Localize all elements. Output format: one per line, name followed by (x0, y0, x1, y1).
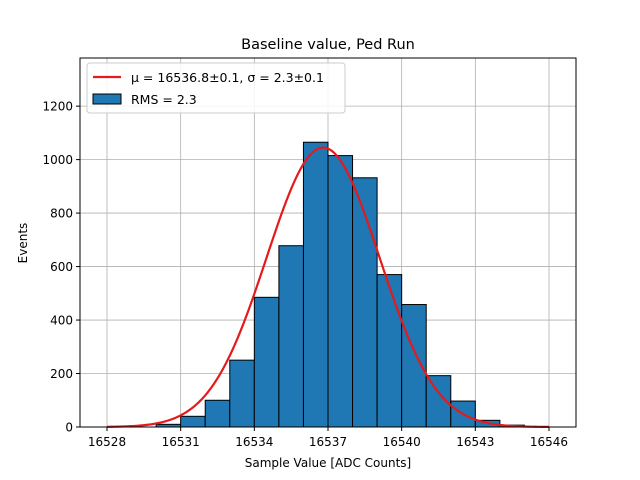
legend-histogram-patch (92, 93, 122, 105)
legend: μ = 16536.8±0.1, σ = 2.3±0.1 RMS = 2.3 (86, 62, 346, 114)
x-tick-label: 16531 (162, 435, 200, 449)
y-axis-label: Events (16, 223, 30, 264)
histogram-bar (376, 274, 403, 428)
y-tick-label: 400 (50, 314, 73, 328)
y-tick-label: 600 (50, 260, 73, 274)
y-axis-ticks: 0 200 400 600 800 1000 1200 (42, 100, 80, 435)
x-tick-label: 16540 (383, 435, 421, 449)
y-tick-label: 200 (50, 367, 73, 381)
x-tick-label: 16528 (88, 435, 126, 449)
x-axis-label: Sample Value [ADC Counts] (245, 456, 411, 470)
histogram-bar (253, 296, 280, 428)
y-tick-label: 1000 (42, 153, 73, 167)
histogram-bar (180, 415, 206, 428)
histogram-bar (278, 245, 304, 428)
legend-box (86, 62, 346, 114)
x-tick-label: 16546 (530, 435, 568, 449)
gaussian-fit-line (106, 146, 550, 429)
y-tick-label: 1200 (42, 100, 73, 114)
x-axis-ticks: 16528 16531 16534 16537 16540 16543 16546 (88, 427, 568, 449)
histogram-bar (204, 399, 231, 428)
x-tick-label: 16543 (456, 435, 494, 449)
y-tick-label: 800 (50, 207, 73, 221)
x-tick-label: 16537 (309, 435, 347, 449)
histogram-bars (155, 141, 525, 428)
legend-histogram-label: RMS = 2.3 (131, 92, 197, 107)
chart-title: Baseline value, Ped Run (241, 37, 415, 53)
histogram-bar (327, 155, 354, 428)
legend-fit-label: μ = 16536.8±0.1, σ = 2.3±0.1 (131, 70, 324, 85)
histogram-bar (302, 141, 329, 428)
fit-curve-group (106, 146, 550, 429)
y-tick-label: 0 (65, 421, 73, 435)
x-tick-label: 16534 (235, 435, 273, 449)
histogram-bar (229, 359, 255, 428)
